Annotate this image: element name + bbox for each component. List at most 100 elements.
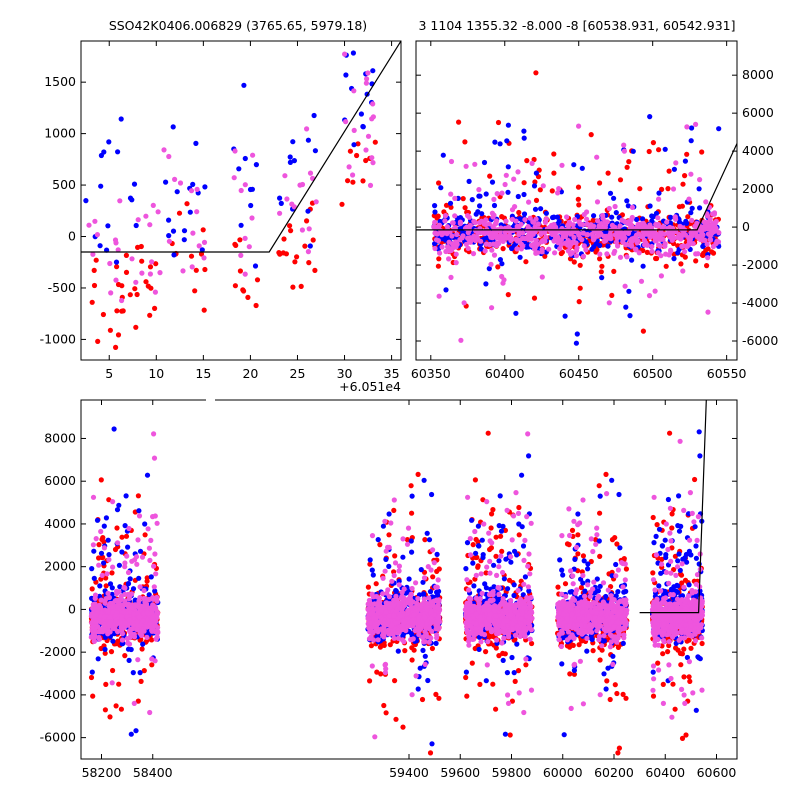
- zoom-right-point-b: [521, 128, 527, 134]
- full-lightcurve-point-r: [116, 681, 122, 687]
- zoom-left-point-b: [291, 158, 297, 164]
- zoom-left-point-g: [307, 170, 314, 176]
- zoom-right-point-b: [668, 214, 674, 220]
- full-lightcurve-point-r: [408, 483, 414, 489]
- full-lightcurve-point-b: [502, 731, 508, 737]
- full-lightcurve-point-g: [119, 637, 126, 643]
- full-lightcurve-point-r: [90, 693, 96, 699]
- full-lightcurve-point-g: [435, 625, 441, 631]
- full-lightcurve-point-g: [110, 564, 116, 570]
- zoom-right-point-g: [710, 211, 716, 217]
- zoom-left-point-r: [143, 279, 149, 285]
- zoom-left-point-b: [253, 162, 259, 168]
- zoom-right-point-b: [432, 203, 438, 209]
- zoom-left-point-g: [90, 251, 96, 257]
- full-lightcurve-point-g: [411, 616, 417, 623]
- zoom-left-point-g: [363, 147, 369, 153]
- full-lightcurve-point-g: [122, 620, 128, 626]
- zoom-left-point-b: [129, 197, 135, 203]
- full-lightcurve-point-g: [421, 639, 427, 645]
- zoom-right-point-r: [523, 259, 529, 265]
- zoom-right-point-g: [448, 274, 454, 280]
- full-lightcurve-point-r: [381, 702, 387, 709]
- full-lightcurve-point-g: [367, 611, 373, 617]
- full-lightcurve-point-b: [415, 686, 421, 692]
- zoom-right-point-g: [515, 237, 521, 243]
- full-lightcurve-point-g: [131, 631, 137, 637]
- zoom-right-point-b: [505, 122, 511, 128]
- zoom-right-point-g: [459, 235, 465, 241]
- zoom-right-point-g: [461, 300, 467, 306]
- full-lightcurve-point-g: [154, 520, 160, 526]
- full-lightcurve-point-b: [520, 543, 527, 549]
- zoom-right-point-g: [681, 231, 687, 237]
- zoom-right-point-g: [595, 218, 601, 224]
- zoom-right-point-r: [545, 411, 550, 416]
- zoom-left-point-b: [98, 183, 104, 189]
- zoom-right-point-g: [540, 183, 546, 189]
- zoom-left-point-b: [238, 222, 244, 228]
- zoom-right-point-b: [438, 185, 444, 191]
- full-lightcurve-point-g: [394, 597, 400, 603]
- zoom-left-point-b: [241, 82, 247, 88]
- zoom-left-point-b: [357, 12, 362, 17]
- zoom-left-point-r: [237, 237, 243, 243]
- zoom-left-point-g: [343, 119, 349, 125]
- zoom-left-point-b: [287, 154, 293, 160]
- zoom-left-point-r: [193, 267, 199, 273]
- zoom-right-point-g: [707, 236, 713, 242]
- full-lightcurve-point-b: [128, 731, 134, 737]
- full-lightcurve-point-g: [136, 787, 141, 792]
- zoom-right-point-g: [565, 248, 571, 254]
- full-lightcurve-point-r: [88, 674, 95, 681]
- zoom-right-point-r: [609, 292, 615, 298]
- zoom-right-ytick-label: 8000: [742, 67, 774, 82]
- full-lightcurve-point-b: [111, 426, 117, 432]
- zoom-right-point-g: [652, 288, 658, 294]
- zoom-left-point-g: [86, 222, 92, 228]
- zoom-left-point-g: [194, 186, 200, 192]
- zoom-right-point-g: [564, 214, 570, 220]
- zoom-left-point-r: [302, 243, 308, 249]
- zoom-left-point-g: [190, 230, 196, 236]
- zoom-right-ytick-label: 6000: [742, 105, 774, 120]
- full-lightcurve-point-g: [153, 571, 159, 577]
- full-lightcurve-point-g: [397, 613, 403, 619]
- full-lightcurve-point-r: [387, 642, 393, 648]
- zoom-right-point-b: [497, 141, 503, 147]
- zoom-left-point-r: [232, 283, 238, 289]
- full-lightcurve-point-g: [142, 603, 148, 609]
- full-lightcurve-point-g: [396, 582, 402, 588]
- full-lightcurve-point-b: [421, 477, 427, 483]
- zoom-left-point-b: [83, 198, 89, 204]
- full-lightcurve-point-g: [405, 608, 411, 614]
- zoom-right-point-g: [489, 305, 495, 311]
- zoom-right-point-g: [644, 242, 651, 248]
- zoom-right-axes-frame: [415, 40, 738, 361]
- zoom-left-point-b: [202, 184, 208, 190]
- zoom-left-point-r: [114, 308, 120, 314]
- zoom-right-point-g: [680, 268, 686, 274]
- full-lightcurve-point-g: [154, 609, 160, 615]
- zoom-right-point-r: [699, 252, 706, 258]
- full-lightcurve-point-r: [507, 732, 513, 738]
- zoom-right-point-r: [644, 249, 650, 255]
- zoom-right-point-g: [555, 190, 561, 196]
- full-lightcurve-point-r: [112, 546, 119, 553]
- zoom-right-point-g: [453, 260, 459, 266]
- full-lightcurve-point-r: [135, 493, 141, 499]
- zoom-right-point-g: [535, 250, 541, 256]
- full-lightcurve-point-r: [523, 662, 529, 668]
- zoom-right-point-b: [689, 205, 695, 211]
- full-lightcurve-point-b: [396, 578, 402, 584]
- zoom-right-point-g: [702, 237, 708, 243]
- zoom-right-point-g: [494, 234, 500, 240]
- zoom-right-point-r: [436, 256, 442, 262]
- full-lightcurve-point-g: [391, 635, 397, 641]
- zoom-right-point-r: [640, 35, 645, 40]
- zoom-right-point-g: [629, 238, 635, 244]
- zoom-left-point-g: [242, 182, 248, 188]
- full-lightcurve-point-g: [499, 640, 505, 646]
- zoom-left-point-r: [283, 251, 289, 257]
- zoom-right-point-b: [624, 198, 630, 204]
